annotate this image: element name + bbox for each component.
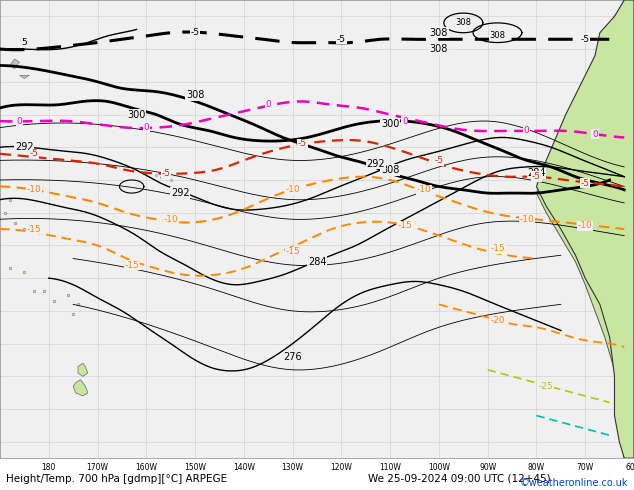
Text: 276: 276 [283,352,302,362]
Text: 308: 308 [455,19,471,27]
Text: 5: 5 [22,38,27,47]
Text: 300: 300 [381,120,399,129]
Polygon shape [536,0,634,458]
Text: -10: -10 [417,185,432,195]
Text: -5: -5 [532,172,541,181]
Text: -10: -10 [27,185,41,195]
Text: 0: 0 [592,130,598,139]
Text: -15: -15 [490,244,505,253]
Text: ©weatheronline.co.uk: ©weatheronline.co.uk [519,478,628,489]
Text: We 25-09-2024 09:00 UTC (12+45): We 25-09-2024 09:00 UTC (12+45) [368,474,550,484]
Text: -5: -5 [434,156,443,165]
Text: 120W: 120W [330,463,353,472]
Text: 100W: 100W [428,463,450,472]
Text: -10: -10 [519,215,534,224]
Text: -5: -5 [298,140,307,148]
Text: -15: -15 [124,261,139,270]
Text: 308: 308 [186,90,204,100]
Text: 300: 300 [127,110,146,120]
Text: 180: 180 [42,463,56,472]
Polygon shape [73,380,87,396]
Text: 160W: 160W [135,463,157,472]
Polygon shape [78,363,87,376]
Text: -5: -5 [581,35,590,44]
Text: 90W: 90W [479,463,496,472]
Text: -5: -5 [337,35,346,44]
Text: 0: 0 [524,126,529,135]
Text: 0: 0 [266,100,271,109]
Text: 0: 0 [402,117,408,125]
Text: 130W: 130W [281,463,304,472]
Polygon shape [536,0,634,458]
Text: 150W: 150W [184,463,206,472]
Text: 284: 284 [527,169,546,178]
Text: 292: 292 [366,159,385,169]
Text: 80W: 80W [528,463,545,472]
Text: -10: -10 [285,185,300,195]
Polygon shape [20,75,29,78]
Text: -15: -15 [285,247,300,256]
Text: -25: -25 [539,382,553,391]
Text: -15: -15 [398,221,412,230]
Text: -15: -15 [27,224,41,234]
Text: 308: 308 [381,165,399,175]
Text: -10: -10 [164,215,178,224]
Text: -5: -5 [30,149,39,158]
Text: 110W: 110W [379,463,401,472]
Text: -5: -5 [493,31,502,41]
Text: 60W: 60W [625,463,634,472]
Text: -10: -10 [578,221,593,230]
Text: 0: 0 [143,123,149,132]
Text: 292: 292 [15,142,34,152]
Text: -5: -5 [161,169,171,178]
Text: 292: 292 [171,188,190,198]
Text: 284: 284 [307,257,327,267]
Text: 0: 0 [16,117,22,125]
Text: -5: -5 [581,179,590,188]
Text: 308: 308 [489,31,505,41]
Text: -5: -5 [191,28,200,37]
Text: 308: 308 [430,44,448,54]
Text: 70W: 70W [576,463,594,472]
Text: 140W: 140W [233,463,255,472]
Text: 170W: 170W [86,463,108,472]
Polygon shape [10,59,20,69]
Text: Height/Temp. 700 hPa [gdmp][°C] ARPEGE: Height/Temp. 700 hPa [gdmp][°C] ARPEGE [6,474,228,484]
Text: -20: -20 [490,316,505,325]
Text: 308: 308 [430,28,448,38]
